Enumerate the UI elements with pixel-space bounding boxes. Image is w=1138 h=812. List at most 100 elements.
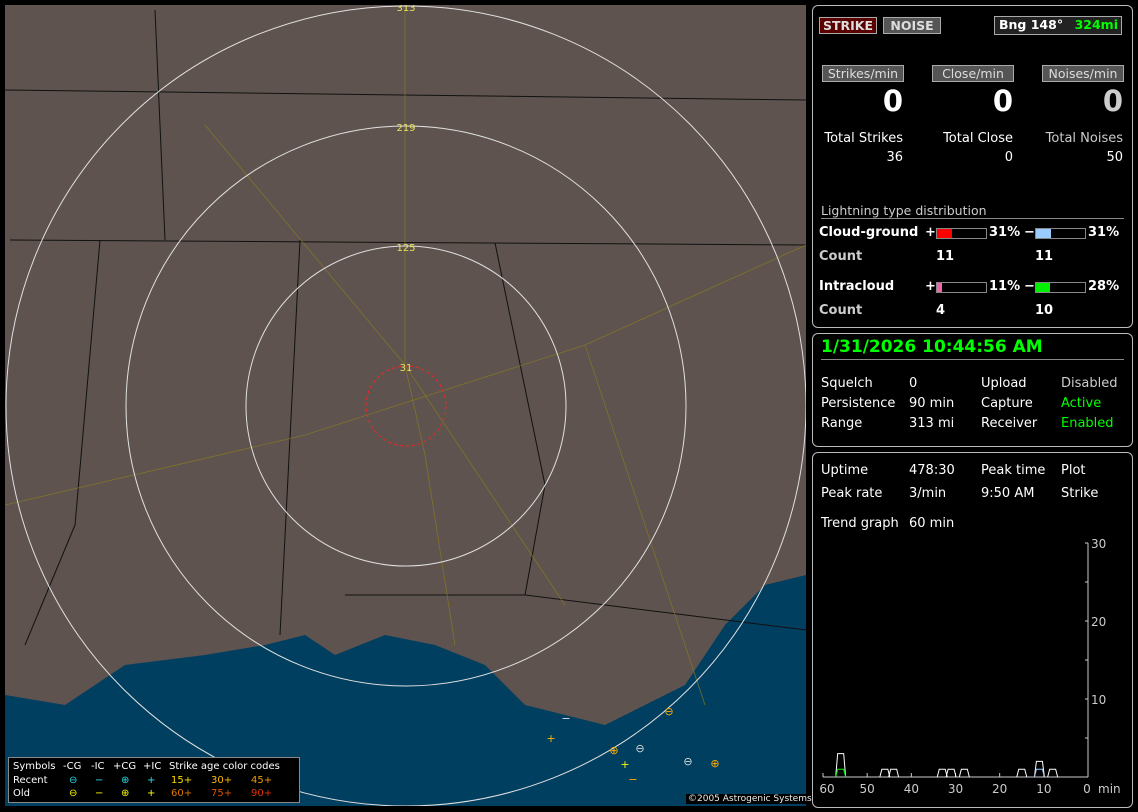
status-label: Receiver (981, 416, 1038, 431)
legend-symbol: + (147, 775, 156, 786)
strike-marker: + (546, 732, 555, 745)
age-code: 60+ (171, 788, 193, 799)
y-tick-label: 20 (1091, 615, 1106, 629)
cg-count-label: Count (819, 249, 863, 264)
datetime: 1/31/2026 10:44:56 AM (821, 337, 1124, 360)
strike-marker: ⊖ (683, 755, 692, 768)
strike-marker: + (620, 758, 629, 771)
total-close: 0 (1004, 150, 1013, 165)
distance: 324mi (1074, 17, 1118, 32)
trend-peak (1033, 760, 1045, 778)
total-strikes: 36 (886, 150, 903, 165)
trend-peak (835, 753, 847, 778)
status-label: Upload (981, 376, 1027, 391)
ic-pos-count: 4 (936, 303, 946, 318)
ring-label: 31 (400, 363, 413, 374)
total-noises-label: Total Noises (1045, 131, 1123, 146)
distribution-title: Lightning type distribution (821, 203, 1124, 219)
status-label: Range (821, 416, 863, 431)
status-label: Capture (981, 396, 1033, 411)
gulf-water (5, 575, 806, 806)
peak-rate: 3/min (909, 486, 947, 501)
legend-symbol: ⊖ (69, 775, 78, 786)
age-code: 15+ (171, 775, 193, 786)
bearing: Bng 148° (999, 17, 1064, 32)
ring-label: 313 (396, 5, 415, 14)
lightning-map[interactable]: 313 219 125 31 + − ⊕ ⊖ + − ⊖ ⊖ ⊕ (5, 5, 806, 806)
highways (5, 5, 806, 706)
total-noises: 50 (1106, 150, 1123, 165)
close-per-min: 0 (992, 84, 1013, 118)
status-value: Active (1061, 396, 1102, 411)
age-code: 45+ (251, 775, 273, 786)
legend-col: -IC (91, 761, 105, 772)
uptime-label: Uptime (821, 463, 869, 478)
y-tick-label: 10 (1091, 693, 1106, 707)
status-panel: 1/31/2026 10:44:56 AM Squelch 0 Upload Disa… (812, 333, 1133, 447)
ring-label: 125 (396, 243, 415, 254)
status-value: 90 min (909, 396, 955, 411)
status-label: Persistence (821, 396, 896, 411)
ic-pos-bar (936, 282, 987, 293)
trend-peak (958, 768, 970, 778)
neg-sign: − (1024, 279, 1035, 294)
strike-markers: + − ⊕ ⊖ + − ⊖ ⊖ ⊕ (546, 705, 719, 786)
x-tick-label: 10 (1036, 782, 1051, 796)
ring-label: 219 (396, 123, 415, 134)
legend-symbol: ⊕ (121, 788, 130, 799)
x-tick-label: 20 (992, 782, 1007, 796)
noises-per-min: 0 (1102, 84, 1123, 118)
cg-neg-count: 11 (1035, 249, 1054, 264)
cg-pos-count: 11 (936, 249, 955, 264)
cg-pos-pct: 31% (989, 225, 1021, 240)
ic-label: Intracloud (819, 279, 895, 294)
strike-marker: ⊕ (710, 757, 719, 770)
peak-time: 9:50 AM (981, 486, 1035, 501)
status-value: Enabled (1061, 416, 1114, 431)
cg-neg-bar (1035, 228, 1086, 239)
total-strikes-label: Total Strikes (824, 131, 903, 146)
legend-symbol: ⊖ (69, 788, 78, 799)
legend-symbol: − (95, 788, 104, 799)
legend-symbol: − (95, 775, 104, 786)
strike-marker: − (561, 712, 570, 725)
cg-neg-pct: 31% (1088, 225, 1120, 240)
strike-button[interactable]: STRIKE (819, 17, 877, 34)
status-value: 0 (909, 376, 918, 391)
x-unit: min (1098, 782, 1121, 796)
status-value: 313 mi (909, 416, 955, 431)
legend-col: -CG (63, 761, 82, 772)
trend-peak (1016, 768, 1028, 778)
age-title: Strike age color codes (169, 761, 280, 772)
noise-button[interactable]: NOISE (883, 17, 941, 34)
pos-sign: + (925, 279, 936, 294)
peak-time-label: Peak time (981, 463, 1046, 478)
pos-sign: + (925, 225, 936, 240)
noises-per-min-label: Noises/min (1042, 65, 1124, 82)
trend-peak (1047, 768, 1059, 778)
legend-col: +CG (113, 761, 137, 772)
status-label: Squelch (821, 376, 873, 391)
trend-peak (1033, 768, 1045, 778)
map-legend: Symbols -CG -IC +CG +IC Strike age color… (8, 757, 300, 803)
legend-symbol: ⊕ (121, 775, 130, 786)
ic-neg-bar (1035, 282, 1086, 293)
trend-graph: 60 50 40 30 20 10 0 min 30 20 10 (819, 537, 1121, 796)
ic-neg-count: 10 (1035, 303, 1054, 318)
trend-peak (936, 768, 948, 778)
plot-mode[interactable]: Strike (1061, 486, 1099, 501)
legend-symbol: + (147, 788, 156, 799)
cg-pos-bar (936, 228, 987, 239)
neg-sign: − (1024, 225, 1035, 240)
trend-peak (835, 768, 847, 778)
strike-marker: ⊖ (635, 742, 644, 755)
close-range-ring (365, 365, 447, 447)
x-tick-label: 60 (819, 782, 834, 796)
strike-marker: ⊖ (664, 705, 673, 718)
counts-panel: STRIKE NOISE Bng 148° 324mi Strikes/min … (812, 5, 1133, 328)
trend-label: Trend graph (821, 516, 899, 531)
ic-count-label: Count (819, 303, 863, 318)
strike-marker: − (628, 773, 637, 786)
x-tick-label: 0 (1083, 782, 1091, 796)
x-tick-label: 30 (948, 782, 963, 796)
